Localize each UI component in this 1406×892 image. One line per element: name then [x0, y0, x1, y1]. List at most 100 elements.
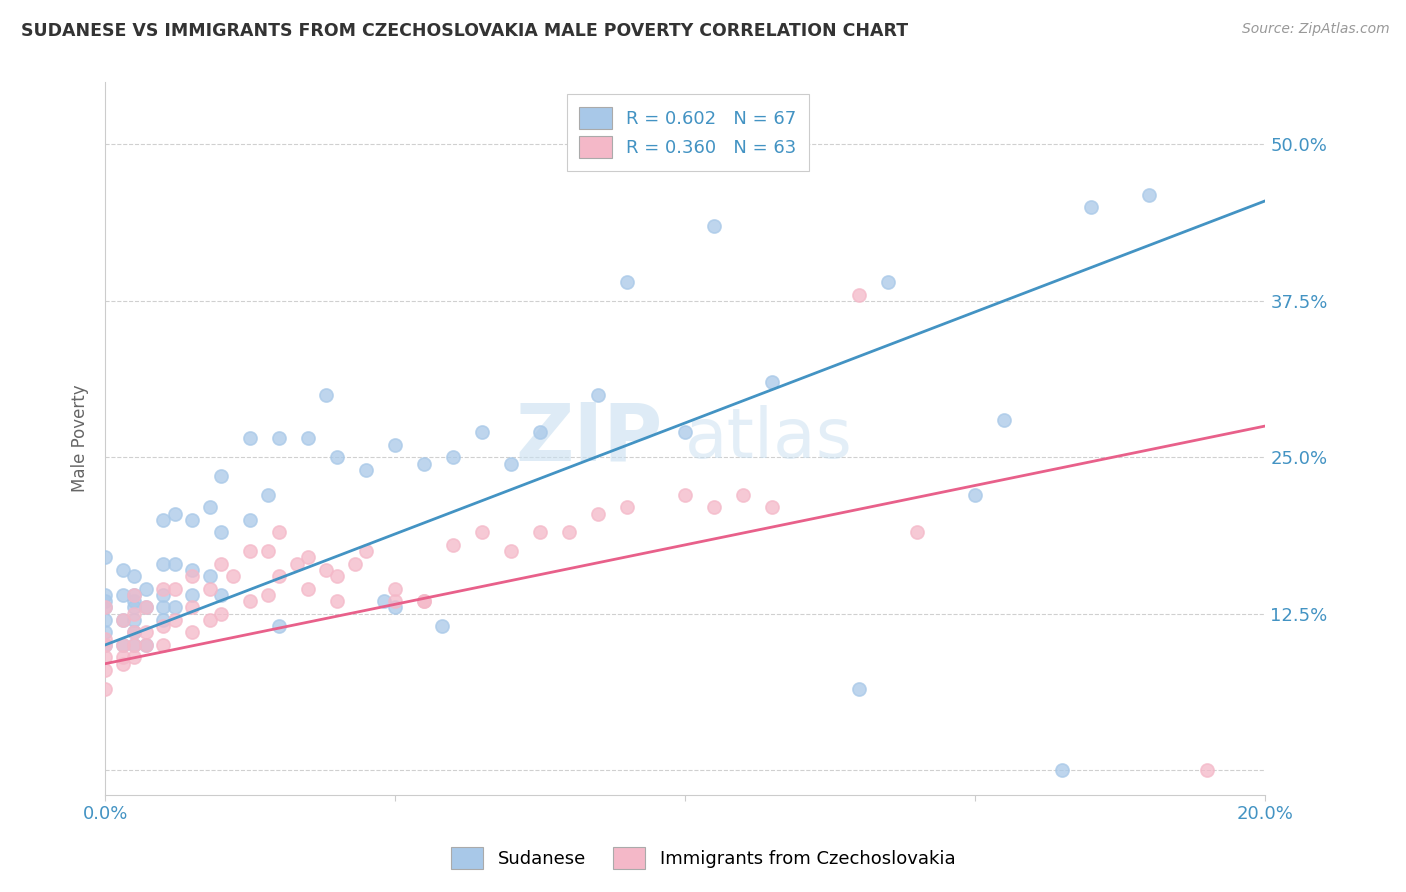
Point — [441, 450, 464, 465]
Point — [122, 569, 145, 583]
Point — [94, 663, 117, 677]
Text: atlas: atlas — [685, 405, 853, 472]
Point — [181, 588, 204, 602]
Point — [163, 582, 186, 596]
Point — [152, 557, 174, 571]
Point — [905, 525, 928, 540]
Point — [848, 681, 870, 696]
Point — [94, 550, 117, 565]
Point — [222, 569, 245, 583]
Point — [297, 582, 319, 596]
Point — [122, 594, 145, 608]
Point — [94, 650, 117, 665]
Point — [152, 619, 174, 633]
Point — [501, 457, 523, 471]
Point — [122, 638, 145, 652]
Point — [181, 513, 204, 527]
Point — [413, 594, 436, 608]
Point — [198, 613, 221, 627]
Point — [122, 613, 145, 627]
Point — [209, 557, 232, 571]
Point — [181, 600, 204, 615]
Point — [94, 638, 117, 652]
Point — [209, 588, 232, 602]
Point — [356, 544, 378, 558]
Point — [373, 594, 395, 608]
Point — [588, 507, 610, 521]
Point — [315, 387, 337, 401]
Point — [413, 457, 436, 471]
Point — [501, 544, 523, 558]
Point — [471, 425, 494, 440]
Point — [413, 594, 436, 608]
Point — [326, 450, 349, 465]
Point — [315, 563, 337, 577]
Point — [384, 600, 406, 615]
Point — [326, 569, 349, 583]
Point — [111, 563, 134, 577]
Point — [343, 557, 366, 571]
Point — [616, 275, 638, 289]
Point — [471, 525, 494, 540]
Point — [761, 500, 783, 515]
Point — [384, 438, 406, 452]
Point — [111, 613, 134, 627]
Point — [181, 563, 204, 577]
Point — [848, 287, 870, 301]
Point — [122, 600, 145, 615]
Point — [111, 638, 134, 652]
Point — [94, 625, 117, 640]
Point — [256, 588, 278, 602]
Point — [163, 557, 186, 571]
Point — [239, 432, 262, 446]
Point — [761, 375, 783, 389]
Point — [733, 488, 755, 502]
Point — [269, 432, 291, 446]
Point — [152, 588, 174, 602]
Point — [111, 588, 134, 602]
Point — [135, 582, 157, 596]
Point — [209, 525, 232, 540]
Point — [209, 469, 232, 483]
Point — [152, 638, 174, 652]
Point — [181, 569, 204, 583]
Point — [1080, 200, 1102, 214]
Point — [152, 600, 174, 615]
Point — [256, 544, 278, 558]
Point — [94, 613, 117, 627]
Point — [269, 569, 291, 583]
Point — [993, 413, 1015, 427]
Point — [181, 625, 204, 640]
Point — [135, 625, 157, 640]
Point — [198, 500, 221, 515]
Point — [558, 525, 581, 540]
Point — [285, 557, 308, 571]
Point — [163, 613, 186, 627]
Text: SUDANESE VS IMMIGRANTS FROM CZECHOSLOVAKIA MALE POVERTY CORRELATION CHART: SUDANESE VS IMMIGRANTS FROM CZECHOSLOVAK… — [21, 22, 908, 40]
Point — [122, 625, 145, 640]
Point — [94, 638, 117, 652]
Point — [703, 219, 725, 233]
Point — [356, 463, 378, 477]
Point — [122, 638, 145, 652]
Point — [256, 488, 278, 502]
Point — [111, 613, 134, 627]
Y-axis label: Male Poverty: Male Poverty — [72, 384, 89, 492]
Point — [94, 594, 117, 608]
Point — [135, 600, 157, 615]
Point — [297, 432, 319, 446]
Point — [209, 607, 232, 621]
Point — [965, 488, 987, 502]
Point — [94, 588, 117, 602]
Point — [529, 425, 551, 440]
Point — [94, 632, 117, 646]
Point — [163, 600, 186, 615]
Point — [877, 275, 900, 289]
Point — [326, 594, 349, 608]
Point — [529, 525, 551, 540]
Point — [111, 657, 134, 671]
Point — [703, 500, 725, 515]
Point — [269, 619, 291, 633]
Point — [673, 488, 696, 502]
Point — [239, 544, 262, 558]
